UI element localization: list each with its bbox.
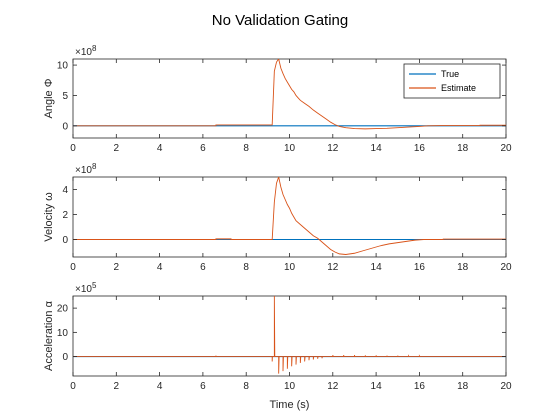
series-line-estimate bbox=[73, 296, 506, 374]
x-tick-label: 0 bbox=[70, 381, 76, 392]
y-exponent-power: 8 bbox=[92, 162, 97, 171]
x-tick-label: 12 bbox=[327, 262, 339, 273]
x-tick-label: 18 bbox=[457, 143, 469, 154]
legend-box bbox=[403, 63, 501, 99]
x-tick-label: 16 bbox=[414, 381, 426, 392]
x-tick-label: 10 bbox=[284, 262, 296, 273]
y-tick-label: 10 bbox=[57, 61, 69, 72]
series-line-estimate bbox=[73, 59, 506, 130]
y-tick-label: 0 bbox=[62, 352, 68, 363]
series-line-estimate bbox=[73, 177, 506, 255]
series-group bbox=[73, 177, 506, 255]
x-tick-label: 4 bbox=[157, 143, 163, 154]
x-tick-label: 2 bbox=[114, 143, 120, 154]
x-tick-label: 18 bbox=[457, 381, 469, 392]
x-axis-label: Time (s) bbox=[270, 399, 310, 411]
series-group bbox=[73, 59, 506, 130]
x-tick-label: 6 bbox=[200, 143, 206, 154]
y-axis-label: Angle Φ bbox=[43, 78, 55, 118]
x-tick-label: 20 bbox=[500, 262, 512, 273]
x-tick-label: 4 bbox=[157, 262, 163, 273]
x-tick-label: 14 bbox=[371, 262, 383, 273]
x-tick-label: 12 bbox=[327, 143, 339, 154]
x-tick-label: 12 bbox=[327, 381, 339, 392]
x-tick-label: 10 bbox=[284, 381, 296, 392]
x-tick-label: 4 bbox=[157, 381, 163, 392]
y-tick-label: 4 bbox=[62, 185, 68, 196]
y-exponent-label: ×108 bbox=[75, 162, 97, 176]
y-exponent-label: ×108 bbox=[75, 44, 97, 58]
x-tick-label: 16 bbox=[414, 143, 426, 154]
legend: True Estimate bbox=[403, 63, 501, 99]
y-tick-label: 0 bbox=[62, 121, 68, 132]
x-tick-label: 8 bbox=[243, 381, 249, 392]
x-tick-label: 14 bbox=[371, 381, 383, 392]
y-exponent-base: ×10 bbox=[75, 284, 92, 295]
legend-label-estimate: Estimate bbox=[441, 83, 476, 93]
y-axis-label: Acceleration α bbox=[43, 300, 55, 371]
y-tick-label: 5 bbox=[62, 91, 68, 102]
x-tick-label: 0 bbox=[70, 262, 76, 273]
y-tick-label: 0 bbox=[62, 235, 68, 246]
series-group bbox=[73, 296, 506, 374]
x-tick-label: 6 bbox=[200, 262, 206, 273]
x-tick-label: 0 bbox=[70, 143, 76, 154]
axes-frame bbox=[72, 295, 507, 377]
y-exponent-power: 5 bbox=[92, 281, 97, 290]
y-exponent-base: ×10 bbox=[75, 165, 92, 176]
x-tick-label: 14 bbox=[371, 143, 383, 154]
x-tick-label: 6 bbox=[200, 381, 206, 392]
figure-title: No Validation Gating bbox=[212, 12, 348, 29]
x-tick-label: 8 bbox=[243, 143, 249, 154]
x-tick-label: 20 bbox=[500, 381, 512, 392]
y-tick-label: 20 bbox=[57, 304, 69, 315]
x-tick-label: 2 bbox=[114, 381, 120, 392]
x-tick-label: 2 bbox=[114, 262, 120, 273]
x-tick-label: 16 bbox=[414, 262, 426, 273]
x-tick-label: 10 bbox=[284, 143, 296, 154]
x-tick-label: 8 bbox=[243, 262, 249, 273]
y-axis-label: Velocity ω bbox=[43, 192, 55, 242]
y-exponent-base: ×10 bbox=[75, 47, 92, 58]
x-tick-label: 18 bbox=[457, 262, 469, 273]
x-tick-label: 20 bbox=[500, 143, 512, 154]
y-tick-label: 10 bbox=[57, 328, 69, 339]
subplot-3: 0 2 4 6 8 10 12 14 16 18 20 0 10 20 ×105 Acceleration α… bbox=[43, 281, 512, 411]
legend-label-true: True bbox=[441, 69, 459, 79]
axes-frame bbox=[72, 176, 507, 258]
y-exponent-label: ×105 bbox=[75, 281, 97, 295]
y-exponent-power: 8 bbox=[92, 44, 97, 53]
y-tick-label: 2 bbox=[62, 210, 68, 221]
